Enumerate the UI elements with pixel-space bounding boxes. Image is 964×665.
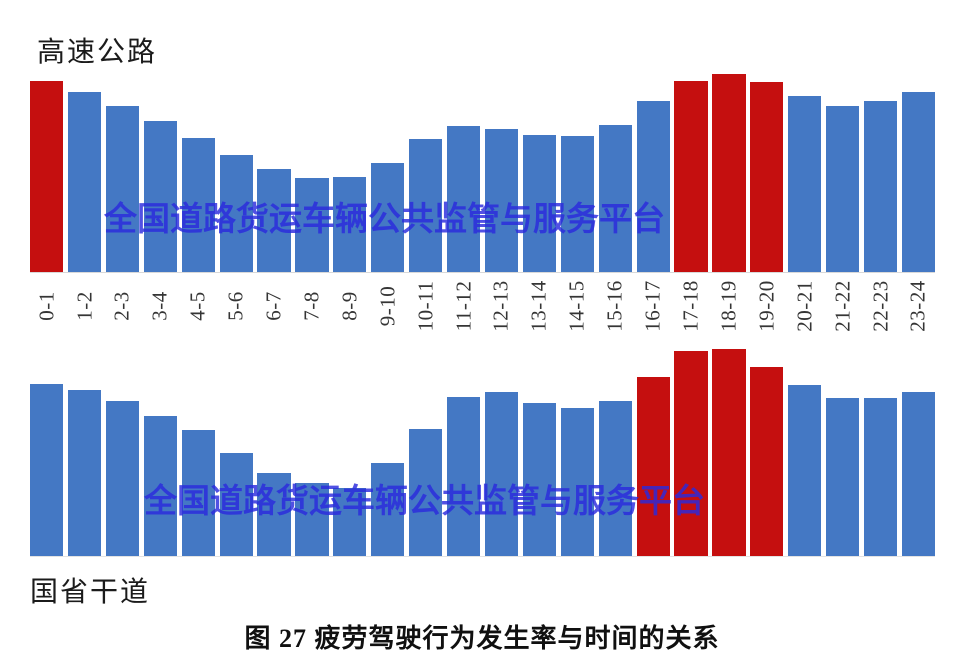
bar-0-1 [30, 81, 64, 272]
bar-6-7 [257, 169, 291, 272]
bar-22-23 [863, 397, 898, 556]
x-tick-label: 9-10 [375, 285, 400, 327]
x-tick-label: 22-23 [868, 280, 893, 332]
x-tick-label: 16-17 [640, 280, 665, 332]
x-tick-label: 18-19 [716, 280, 741, 332]
national-road-bar-chart [30, 345, 936, 557]
x-tick-label: 14-15 [564, 280, 589, 332]
highway-bar-chart [30, 72, 936, 273]
x-tick-label: 5-6 [223, 291, 248, 321]
bar-23-24 [901, 92, 936, 272]
bar-23-24 [901, 392, 936, 556]
bar-14-15 [560, 408, 594, 556]
x-tick-label: 8-9 [337, 291, 362, 321]
bar-5-6 [219, 452, 253, 556]
x-tick-label: 2-3 [109, 291, 134, 321]
bar-17-18 [674, 351, 708, 556]
bar-19-20 [750, 367, 784, 556]
bar-4-5 [181, 138, 215, 272]
bar-18-19 [712, 349, 746, 556]
bar-10-11 [409, 429, 443, 556]
x-tick-label: 15-16 [602, 280, 627, 332]
bar-2-3 [105, 400, 140, 556]
bar-15-16 [598, 400, 632, 556]
top-chart-title: 高速公路 [37, 37, 158, 68]
figure-caption: 图 27 疲劳驾驶行为发生率与时间的关系 [244, 624, 720, 653]
bar-12-13 [484, 129, 519, 272]
x-tick-label: 3-4 [147, 291, 172, 321]
x-tick-label: 19-20 [754, 280, 779, 332]
x-tick-label: 20-21 [792, 280, 817, 332]
x-tick-label: 12-13 [488, 280, 513, 332]
x-axis-tick-labels: 0-1 1-2 2-3 3-4 4-5 5-6 6-7 7-8 8-9 9-10 10-11 11-1… [30, 276, 935, 336]
x-tick-label: 21-22 [830, 280, 855, 332]
bar-3-4 [143, 121, 177, 272]
bar-7-8 [295, 483, 329, 556]
bar-16-17 [636, 376, 670, 556]
bar-3-4 [143, 415, 177, 556]
x-tick-label: 6-7 [261, 291, 286, 321]
bar-8-9 [333, 177, 367, 272]
bar-17-18 [674, 81, 708, 272]
bar-9-10 [371, 163, 405, 272]
bar-7-8 [295, 178, 329, 272]
bar-21-22 [826, 106, 860, 272]
bar-11-12 [446, 126, 481, 272]
x-tick-label: 0-1 [34, 291, 59, 321]
bar-15-16 [598, 125, 632, 272]
bar-11-12 [446, 396, 481, 556]
x-tick-label: 11-12 [451, 280, 476, 332]
bar-20-21 [788, 96, 822, 272]
x-tick-label: 1-2 [72, 291, 97, 321]
bar-6-7 [257, 472, 291, 556]
bar-0-1 [30, 384, 64, 556]
bar-13-14 [522, 135, 556, 272]
bar-5-6 [219, 155, 253, 272]
bar-21-22 [826, 397, 860, 556]
bar-10-11 [409, 139, 443, 272]
bar-18-19 [712, 74, 746, 272]
bar-13-14 [522, 403, 556, 556]
bar-20-21 [788, 385, 822, 556]
bar-8-9 [333, 488, 367, 556]
bar-9-10 [371, 463, 405, 556]
bar-14-15 [560, 136, 594, 272]
bottom-chart-title: 国省干道 [30, 577, 151, 608]
bar-12-13 [484, 392, 519, 556]
x-tick-label: 4-5 [185, 291, 210, 321]
bar-22-23 [863, 101, 898, 272]
bar-19-20 [750, 82, 784, 272]
bar-4-5 [181, 430, 215, 556]
x-tick-label: 7-8 [299, 291, 324, 321]
bar-2-3 [105, 106, 140, 272]
x-tick-label: 23-24 [905, 280, 930, 332]
x-tick-label: 13-14 [526, 280, 551, 332]
bar-1-2 [67, 92, 102, 272]
bar-16-17 [636, 101, 670, 272]
x-tick-label: 17-18 [678, 280, 703, 332]
x-tick-label: 10-11 [413, 280, 438, 332]
bar-1-2 [67, 390, 102, 556]
